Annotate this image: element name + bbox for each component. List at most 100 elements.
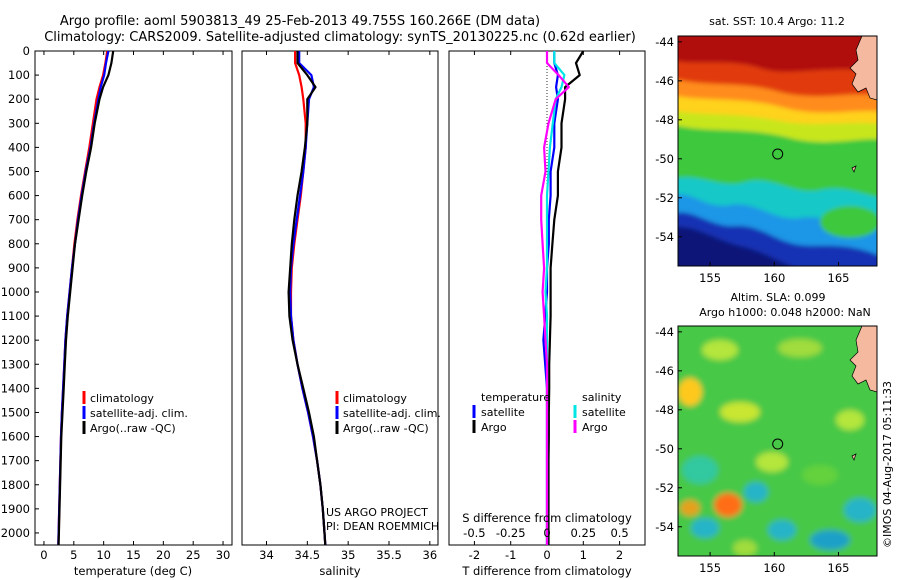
series-line-salinity-argo xyxy=(540,51,570,545)
map-lat-label: -44 xyxy=(655,325,674,339)
x-tick-label: 36 xyxy=(423,548,438,562)
legend-argo-label: Argo(..raw -QC) xyxy=(343,422,429,435)
sla-map-frame xyxy=(677,325,878,557)
x-tick-label: 5 xyxy=(70,548,77,562)
y-tick-label: 300 xyxy=(8,116,30,130)
y-tick-label: 1600 xyxy=(1,430,30,444)
sla-map-title-1: Altim. SLA: 0.099 xyxy=(730,291,825,304)
s-diff-tick-label: 0.25 xyxy=(570,526,596,540)
map-lat-label: -46 xyxy=(655,364,674,378)
map-lon-label: 160 xyxy=(763,561,785,575)
s-diff-tick-label: -0.25 xyxy=(496,526,526,540)
y-tick-label: 1700 xyxy=(1,454,30,468)
x-tick-label: -2 xyxy=(469,548,480,562)
sla-map-panel: Altim. SLA: 0.099 Argo h1000: 0.048 h200… xyxy=(655,291,878,575)
y-tick-label: 1200 xyxy=(1,333,30,347)
x-tick-label: 0 xyxy=(543,548,550,562)
s-diff-tick-label: 0 xyxy=(543,526,550,540)
title-line-1: Argo profile: aoml 5903813_49 25-Feb-201… xyxy=(60,14,540,29)
y-tick-label: 400 xyxy=(8,140,30,154)
sst-map-panel: sat. SST: 10.4 Argo: 11.2 155 160 165 -44 -4… xyxy=(655,15,878,285)
x-tick-label: 35.5 xyxy=(376,548,402,562)
x-tick-label: 25 xyxy=(186,548,201,562)
float-location-marker xyxy=(772,438,784,450)
y-tick-label: 900 xyxy=(8,261,30,275)
series-line-argo-raw-qc- xyxy=(57,50,115,546)
map-lon-label: 165 xyxy=(828,271,850,285)
map-lon-label: 160 xyxy=(763,271,785,285)
legend-argo-label: Argo(..raw -QC) xyxy=(90,422,176,435)
legend-satellite-label: satellite-adj. clim. xyxy=(343,407,441,420)
x-tick-label: 30 xyxy=(216,548,231,562)
legend-temperature-title: temperature xyxy=(481,391,550,404)
map-lat-label: -48 xyxy=(655,113,674,127)
sla-map-title-2: Argo h1000: 0.048 h2000: NaN xyxy=(699,306,871,319)
imos-credit: ©IMOS 04-Aug-2017 05:11:33 xyxy=(881,381,894,548)
y-tick-label: 600 xyxy=(8,189,30,203)
map-lat-label: -54 xyxy=(655,230,674,244)
salinity-panel: 34 34.5 35 35.5 36 salinity climatology sate… xyxy=(241,50,441,578)
project-annotation: US ARGO PROJECT xyxy=(326,506,428,519)
map-lat-label: -52 xyxy=(655,191,674,205)
y-tick-label: 2000 xyxy=(1,526,30,540)
land-new-zealand xyxy=(849,36,877,101)
sst-field xyxy=(678,36,877,266)
y-tick-label: 1300 xyxy=(1,357,30,371)
y-tick-label: 700 xyxy=(8,213,30,227)
legend-satellite-label: satellite-adj. clim. xyxy=(90,407,188,420)
map-lat-label: -52 xyxy=(655,481,674,495)
temperature-legend: climatology satellite-adj. clim. Argo(..… xyxy=(82,391,188,435)
x-tick-label: -1 xyxy=(505,548,516,562)
land-auckland-islands xyxy=(851,165,857,173)
map-lon-label: 155 xyxy=(699,561,721,575)
land-auckland-islands xyxy=(851,453,857,461)
y-tick-label: 1800 xyxy=(1,478,30,492)
temperature-panel: 0100200300400500600700800900100011001200… xyxy=(1,44,233,578)
series-line-argo-raw-qc- xyxy=(287,51,327,546)
y-tick-label: 1000 xyxy=(1,285,30,299)
x-tick-label: 1 xyxy=(580,548,587,562)
s-diff-tick-label: -0.5 xyxy=(463,526,485,540)
temperature-xlabel: temperature (deg C) xyxy=(74,564,192,578)
y-tick-label: 800 xyxy=(8,237,30,251)
x-tick-label: 35 xyxy=(341,548,356,562)
sst-map-title: sat. SST: 10.4 Argo: 11.2 xyxy=(709,15,845,28)
y-tick-label: 200 xyxy=(8,92,30,106)
x-tick-label: 0 xyxy=(40,548,47,562)
pi-annotation: PI: DEAN ROEMMICH xyxy=(326,520,439,533)
x-tick-label: 34 xyxy=(259,548,274,562)
series-line-temperature-argo xyxy=(547,50,585,545)
y-tick-label: 1900 xyxy=(1,502,30,516)
float-location-marker xyxy=(772,148,784,160)
x-tick-label: 20 xyxy=(156,548,171,562)
map-lon-label: 155 xyxy=(699,271,721,285)
temperature-plot-frame xyxy=(34,50,233,546)
map-lat-label: -50 xyxy=(655,152,674,166)
x-tick-label: 15 xyxy=(126,548,141,562)
map-lat-label: -44 xyxy=(655,35,674,49)
legend-t-argo-label: Argo xyxy=(481,421,507,434)
map-lon-label: 165 xyxy=(828,561,850,575)
legend-climatology-label: climatology xyxy=(90,392,154,405)
sla-field xyxy=(678,326,877,556)
y-tick-label: 100 xyxy=(8,68,30,82)
sst-map-frame xyxy=(677,35,878,267)
y-tick-label: 1400 xyxy=(1,381,30,395)
map-lat-label: -48 xyxy=(655,403,674,417)
s-diff-tick-label: 0.5 xyxy=(610,526,628,540)
y-tick-label: 1500 xyxy=(1,405,30,419)
legend-t-satellite-label: satellite xyxy=(481,406,525,419)
salinity-diff-label: S difference from climatology xyxy=(462,511,632,525)
x-tick-label: 10 xyxy=(96,548,111,562)
land-new-zealand xyxy=(849,326,877,393)
y-tick-label: 0 xyxy=(23,44,30,58)
y-tick-label: 500 xyxy=(8,164,30,178)
map-lat-label: -46 xyxy=(655,74,674,88)
map-lat-label: -50 xyxy=(655,442,674,456)
legend-s-argo-label: Argo xyxy=(582,421,608,434)
salinity-plot-frame xyxy=(241,50,439,546)
x-tick-label: 34.5 xyxy=(295,548,321,562)
salinity-xlabel: salinity xyxy=(319,564,360,578)
salinity-legend: climatology satellite-adj. clim. Argo(..… xyxy=(335,391,441,435)
